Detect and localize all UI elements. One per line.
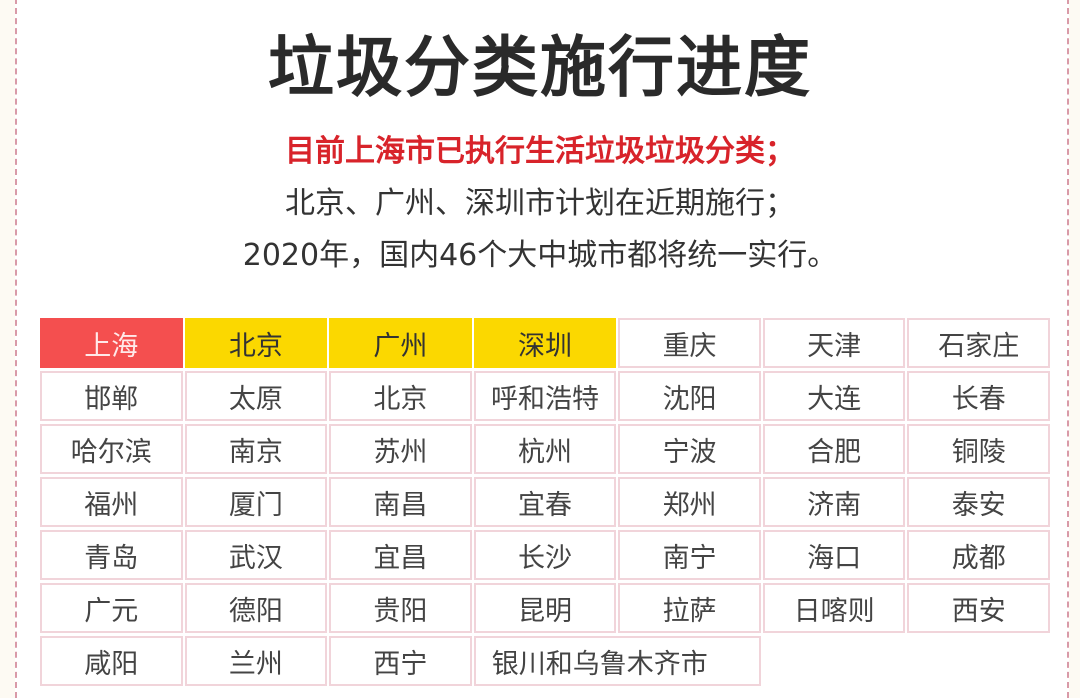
city-cell: 厦门 (184, 477, 328, 527)
city-cell: 兰州 (184, 636, 328, 686)
city-cell: 南昌 (329, 477, 472, 527)
city-cell: 拉萨 (618, 583, 761, 633)
city-cell: 杭州 (473, 424, 617, 474)
city-cell: 西安 (907, 583, 1050, 633)
city-cell: 沈阳 (618, 371, 761, 421)
status-line-2020: 2020年，国内46个大中城市都将统一实行。 (242, 238, 838, 273)
city-cell: 长春 (907, 371, 1050, 421)
city-cell: 上海 (40, 318, 183, 368)
city-cell: 苏州 (329, 424, 472, 474)
city-cell: 呼和浩特 (473, 371, 617, 421)
city-cell: 德阳 (184, 583, 328, 633)
city-cell: 北京 (329, 371, 472, 421)
city-cell: 宜春 (473, 477, 617, 527)
city-cell: 铜陵 (907, 424, 1050, 474)
city-cell: 海口 (762, 530, 906, 580)
status-line-implemented: 目前上海市已执行生活垃圾垃圾分类； (285, 134, 795, 169)
city-cell: 太原 (184, 371, 328, 421)
city-cell: 青岛 (40, 530, 183, 580)
city-cell: 日喀则 (762, 583, 906, 633)
city-cell: 合肥 (762, 424, 906, 474)
city-cell: 西宁 (329, 636, 472, 686)
city-cell: 宁波 (618, 424, 761, 474)
city-cell: 银川和乌鲁木齐市 (473, 636, 761, 686)
city-cell: 长沙 (473, 530, 617, 580)
city-cell: 贵阳 (329, 583, 472, 633)
city-grid: 上海 北京 广州 深圳 重庆 天津 石家庄 邯郸 太原 北京 呼和浩特 沈阳 大连 长春 哈尔滨 南京 苏州 杭州… (40, 318, 1050, 686)
city-cell: 大连 (762, 371, 906, 421)
city-cell: 广元 (40, 583, 183, 633)
city-cell: 石家庄 (907, 318, 1050, 368)
city-cell: 济南 (762, 477, 906, 527)
city-cell: 哈尔滨 (40, 424, 183, 474)
city-cell: 咸阳 (40, 636, 183, 686)
city-cell: 北京 (184, 318, 328, 368)
city-cell: 宜昌 (329, 530, 472, 580)
city-cell: 武汉 (184, 530, 328, 580)
city-cell: 邯郸 (40, 371, 183, 421)
city-cell: 南京 (184, 424, 328, 474)
status-line-planned: 北京、广州、深圳市计划在近期施行； (285, 186, 795, 221)
city-cell: 天津 (762, 318, 906, 368)
city-cell: 成都 (907, 530, 1050, 580)
city-cell: 深圳 (473, 318, 617, 368)
city-cell: 重庆 (618, 318, 761, 368)
city-cell: 郑州 (618, 477, 761, 527)
city-cell: 泰安 (907, 477, 1050, 527)
city-cell: 昆明 (473, 583, 617, 633)
city-cell: 南宁 (618, 530, 761, 580)
city-cell: 广州 (329, 318, 472, 368)
city-cell: 福州 (40, 477, 183, 527)
page-title: 垃圾分类施行进度 (268, 29, 812, 106)
